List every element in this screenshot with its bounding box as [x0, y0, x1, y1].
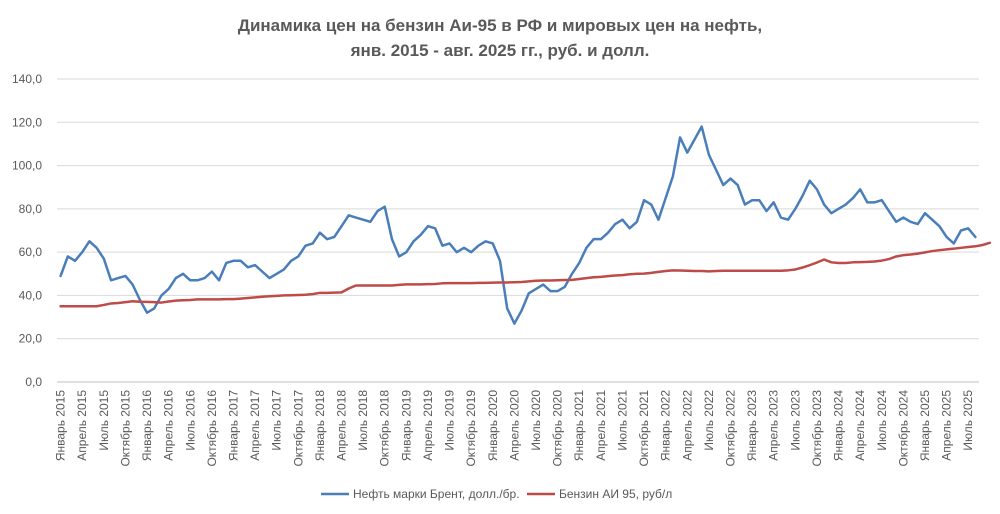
x-tick-label: Апрель 2022 [680, 390, 694, 461]
x-tick-label: Октябрь 2020 [551, 390, 565, 467]
y-axis: 0,0 20,0 40,0 60,0 80,0 100,0 120,0 140,0 [12, 72, 42, 389]
chart-subtitle: янв. 2015 - авг. 2025 гг., руб. и долл. [350, 41, 650, 60]
x-tick-label: Январь 2016 [140, 390, 154, 461]
x-tick-label: Июль 2021 [615, 390, 629, 451]
y-tick-label: 20,0 [19, 332, 43, 346]
x-tick-label: Апрель 2021 [594, 390, 608, 461]
x-tick-label: Октябрь 2018 [378, 390, 392, 467]
x-tick-label: Октябрь 2024 [896, 390, 910, 467]
legend: Нефть марки Брент, долл./бр. Бензин АИ 9… [321, 487, 672, 501]
x-tick-label: Апрель 2016 [162, 390, 176, 461]
series-line-gasoline [59, 241, 992, 308]
x-tick-label: Июль 2024 [875, 390, 889, 451]
x-tick-label: Июль 2025 [961, 390, 975, 451]
chart-title: Динамика цен на бензин Аи-95 в РФ и миро… [238, 16, 762, 35]
x-tick-label: Октябрь 2022 [723, 390, 737, 467]
x-tick-label: Июль 2020 [529, 390, 543, 451]
x-tick-label: Июль 2023 [788, 390, 802, 451]
x-tick-label: Январь 2021 [572, 390, 586, 461]
x-tick-label: Январь 2015 [54, 390, 68, 461]
x-tick-label: Январь 2018 [313, 390, 327, 461]
x-tick-label: Октябрь 2021 [637, 390, 651, 467]
x-tick-label: Июль 2015 [97, 390, 111, 451]
x-tick-label: Октябрь 2023 [810, 390, 824, 467]
x-tick-label: Июль 2017 [270, 390, 284, 451]
x-tick-label: Январь 2019 [399, 390, 413, 461]
x-tick-label: Апрель 2020 [507, 390, 521, 461]
y-tick-label: 40,0 [19, 288, 43, 302]
x-tick-label: Июль 2022 [702, 390, 716, 451]
x-tick-label: Апрель 2015 [75, 390, 89, 461]
y-tick-label: 100,0 [12, 159, 42, 173]
x-tick-label: Июль 2018 [356, 390, 370, 451]
y-tick-label: 80,0 [19, 202, 43, 216]
x-tick-label: Апрель 2019 [421, 390, 435, 461]
y-tick-label: 120,0 [12, 115, 42, 129]
x-tick-label: Октябрь 2019 [464, 390, 478, 467]
x-tick-label: Январь 2023 [745, 390, 759, 461]
x-tick-label: Апрель 2017 [248, 390, 262, 461]
plot-lines [59, 125, 992, 325]
y-tick-label: 60,0 [19, 245, 43, 259]
x-tick-label: Апрель 2018 [335, 390, 349, 461]
y-tick-label: 140,0 [12, 72, 42, 86]
x-tick-label: Октябрь 2015 [118, 390, 132, 467]
legend-label-gasoline: Бензин АИ 95, руб/л [559, 487, 672, 501]
x-tick-label: Январь 2024 [832, 390, 846, 461]
x-tick-label: Январь 2025 [918, 390, 932, 461]
x-tick-label: Октябрь 2016 [205, 390, 219, 467]
x-tick-label: Январь 2020 [486, 390, 500, 461]
x-tick-label: Октябрь 2017 [291, 390, 305, 467]
x-axis: Январь 2015 Апрель 2015 Июль 2015 Октябрь 2… [54, 381, 979, 467]
x-tick-label: Июль 2019 [443, 390, 457, 451]
x-tick-label: Апрель 2023 [767, 390, 781, 461]
x-tick-label: Апрель 2024 [853, 390, 867, 461]
legend-label-brent: Нефть марки Брент, долл./бр. [353, 487, 520, 501]
x-tick-label: Апрель 2025 [940, 390, 954, 461]
x-tick-label: Июль 2016 [183, 390, 197, 451]
y-tick-label: 0,0 [25, 375, 42, 389]
x-tick-label: Январь 2022 [659, 390, 673, 461]
series-line-brent [59, 125, 977, 325]
x-tick-label: Январь 2017 [226, 390, 240, 461]
